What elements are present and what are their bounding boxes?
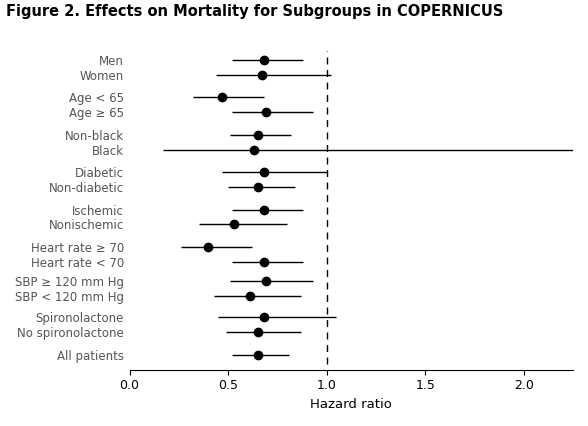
- Text: Figure 2. Effects on Mortality for Subgroups in COPERNICUS: Figure 2. Effects on Mortality for Subgr…: [6, 4, 503, 19]
- X-axis label: Hazard ratio: Hazard ratio: [310, 398, 392, 411]
